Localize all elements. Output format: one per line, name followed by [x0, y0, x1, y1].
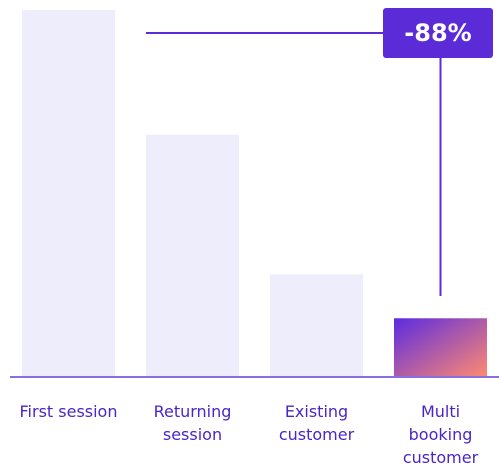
annotation-text: -88%	[404, 19, 471, 47]
x-tick-label: Returning session	[153, 402, 232, 444]
bar	[394, 318, 487, 377]
bar	[146, 134, 239, 377]
annotation-box	[383, 8, 493, 58]
bar	[270, 274, 363, 377]
x-tick-label: Existing customer	[278, 402, 355, 444]
x-tick-label: First session	[19, 402, 118, 421]
bar	[22, 10, 115, 377]
x-tick-label: Multi booking customer	[402, 402, 479, 467]
